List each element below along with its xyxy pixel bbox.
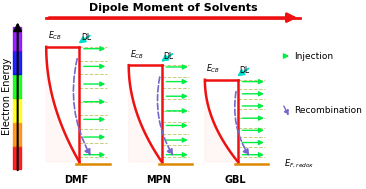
Text: GBL: GBL: [224, 175, 246, 185]
Text: Dipole Moment of Solvents: Dipole Moment of Solvents: [89, 3, 257, 13]
Text: $E_{CB}$: $E_{CB}$: [130, 48, 144, 61]
Polygon shape: [46, 47, 79, 162]
Text: $E_{F,redox}$: $E_{F,redox}$: [284, 158, 315, 170]
Text: $E_{CB}$: $E_{CB}$: [206, 63, 220, 75]
Text: DL: DL: [164, 52, 173, 61]
Text: Recombination: Recombination: [294, 106, 362, 115]
Text: DL: DL: [81, 33, 91, 42]
Polygon shape: [129, 65, 162, 162]
Text: Electron Energy: Electron Energy: [1, 58, 12, 135]
Polygon shape: [205, 80, 238, 162]
Text: DMF: DMF: [64, 175, 89, 185]
Text: Injection: Injection: [294, 52, 333, 60]
Text: DL: DL: [240, 66, 250, 75]
Text: $E_{CB}$: $E_{CB}$: [48, 30, 62, 42]
Text: MPN: MPN: [146, 175, 171, 185]
